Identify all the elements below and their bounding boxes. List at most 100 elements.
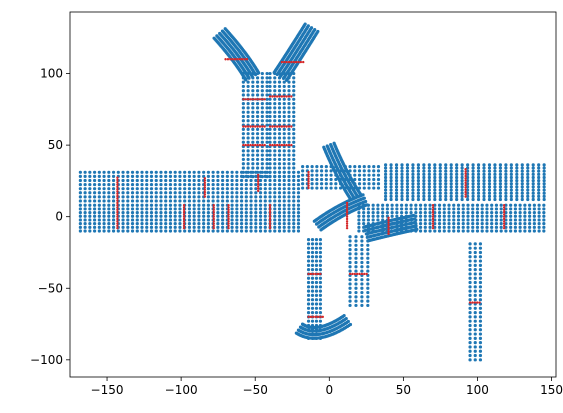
lane-point xyxy=(468,289,472,293)
lane-point xyxy=(482,172,486,176)
lane-point xyxy=(334,182,338,186)
lane-point xyxy=(518,211,522,215)
lane-point xyxy=(221,222,225,226)
lane-point xyxy=(433,203,437,207)
lane-point xyxy=(241,153,245,157)
lane-point xyxy=(187,207,192,211)
lane-point xyxy=(471,218,475,222)
lane-point xyxy=(428,225,432,229)
lane-point xyxy=(427,175,431,180)
lane-point xyxy=(173,195,177,199)
marker-point xyxy=(116,220,119,223)
lane-point xyxy=(83,222,87,226)
lane-point xyxy=(140,214,144,218)
lane-point xyxy=(287,187,291,191)
lane-point xyxy=(531,169,535,173)
lane-point xyxy=(485,214,489,218)
lane-point xyxy=(494,229,499,233)
lane-point xyxy=(159,199,163,203)
lane-point xyxy=(348,299,352,303)
marker-point xyxy=(231,58,234,61)
marker-point xyxy=(464,186,467,189)
lane-point xyxy=(405,197,410,202)
lane-point xyxy=(102,187,106,191)
lane-point xyxy=(526,182,530,186)
lane-point xyxy=(178,222,182,226)
lane-point xyxy=(493,175,497,180)
lane-point xyxy=(265,175,269,179)
plot-frame xyxy=(69,11,557,378)
lane-point xyxy=(394,175,399,180)
lane-point xyxy=(515,172,519,176)
lane-point xyxy=(244,178,248,183)
lane-point xyxy=(478,285,483,289)
lane-point xyxy=(287,89,291,93)
lane-point xyxy=(475,225,480,229)
lane-point xyxy=(466,191,470,195)
lane-point xyxy=(246,84,250,89)
lane-point xyxy=(449,185,453,189)
lane-point xyxy=(97,178,101,183)
lane-point xyxy=(366,207,371,211)
marker-point xyxy=(268,204,272,207)
lane-point xyxy=(455,172,459,176)
lane-point xyxy=(251,110,255,114)
lane-point xyxy=(520,191,524,195)
lane-point xyxy=(471,225,475,229)
lane-point xyxy=(255,102,260,106)
lane-point xyxy=(268,80,272,84)
lane-point xyxy=(468,276,472,280)
lane-point xyxy=(255,76,260,80)
lane-point xyxy=(102,214,106,218)
lane-point xyxy=(282,178,286,183)
lane-point xyxy=(235,225,239,229)
lane-point xyxy=(268,110,272,114)
lane-point xyxy=(202,225,206,229)
lane-point xyxy=(428,218,432,222)
lane-point xyxy=(140,211,144,215)
lane-point xyxy=(225,174,229,178)
lane-point xyxy=(411,163,415,167)
lane-point xyxy=(93,195,97,199)
lane-point xyxy=(140,174,144,178)
marker-point xyxy=(345,208,349,212)
lane-point xyxy=(126,182,130,187)
lane-point xyxy=(518,214,522,218)
lane-point xyxy=(107,229,111,233)
lane-point xyxy=(277,187,282,191)
lane-point xyxy=(111,207,116,211)
lane-point xyxy=(348,256,352,260)
marker-point xyxy=(271,143,274,147)
lane-point xyxy=(246,102,250,106)
marker-point xyxy=(244,98,247,101)
lane-point xyxy=(239,178,244,183)
lane-point xyxy=(362,186,366,190)
lane-point xyxy=(282,225,286,229)
marker-point xyxy=(263,143,266,147)
lane-point xyxy=(306,255,311,259)
lane-point xyxy=(258,229,263,233)
marker-point xyxy=(268,220,272,223)
lane-point xyxy=(523,207,527,211)
lane-point xyxy=(354,290,358,295)
lane-point xyxy=(192,170,196,174)
lane-point xyxy=(329,173,333,177)
marker-point xyxy=(203,188,207,191)
lane-point xyxy=(246,149,250,153)
lane-point xyxy=(187,199,192,203)
marker-point xyxy=(182,217,186,221)
lane-point xyxy=(390,214,394,218)
marker-point xyxy=(182,210,186,214)
lane-point xyxy=(478,242,483,246)
lane-point xyxy=(154,191,158,195)
marker-point xyxy=(256,175,260,179)
marker-point xyxy=(431,213,435,216)
lane-point xyxy=(416,191,421,195)
lane-point xyxy=(173,211,177,215)
marker-point xyxy=(268,210,272,214)
marker-point xyxy=(387,228,390,231)
lane-point xyxy=(433,222,437,226)
lane-point xyxy=(211,187,215,191)
lane-point xyxy=(427,182,431,186)
lane-point xyxy=(260,110,264,114)
